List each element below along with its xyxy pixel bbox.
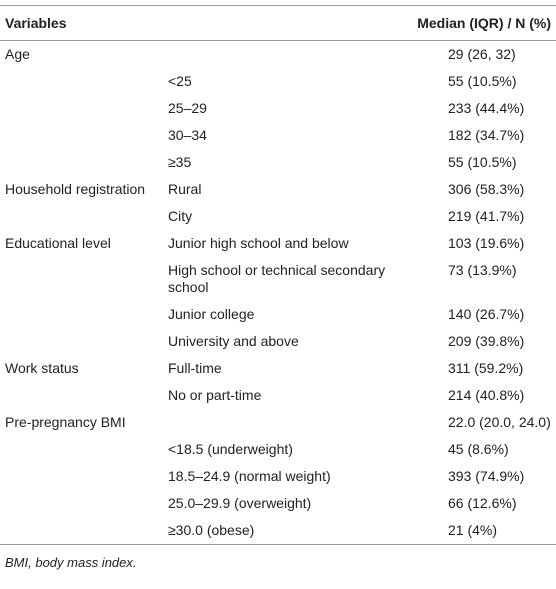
table-row: 18.5–24.9 (normal weight) 393 (74.9%) <box>0 463 556 490</box>
table-cell: High school or technical secondary schoo… <box>168 262 386 295</box>
table-cell: 182 (34.7%) <box>448 127 525 143</box>
table-cell: Junior high school and below <box>168 235 349 251</box>
table-row: University and above 209 (39.8%) <box>0 328 556 355</box>
table-cell: Full-time <box>168 360 222 376</box>
table-cell: University and above <box>168 333 299 349</box>
table-cell: Age <box>5 46 30 62</box>
table-row: 30–34 182 (34.7%) <box>0 122 556 149</box>
footnote: BMI, body mass index. <box>5 555 137 570</box>
table-cell: 306 (58.3%) <box>448 181 525 197</box>
table-cell: 233 (44.4%) <box>448 100 525 116</box>
table-row: High school or technical secondary schoo… <box>0 257 556 301</box>
table-cell <box>163 409 410 436</box>
table-cell: Junior college <box>168 306 255 322</box>
table-cell: <18.5 (underweight) <box>168 441 293 457</box>
table: Variables Median (IQR) / N (%) Age 29 (26… <box>0 5 556 545</box>
table-cell <box>0 328 163 355</box>
table-cell: 140 (26.7%) <box>448 306 525 322</box>
header-row: Variables Median (IQR) / N (%) <box>0 5 556 41</box>
table-cell: 393 (74.9%) <box>448 468 525 484</box>
table-cell: Household registration <box>5 181 146 197</box>
table-cell <box>0 517 163 545</box>
table-cell <box>0 463 163 490</box>
table-cell: Pre-pregnancy BMI <box>5 414 126 430</box>
table-row: ≥35 55 (10.5%) <box>0 149 556 176</box>
table-cell: 209 (39.8%) <box>448 333 525 349</box>
table-row: 25.0–29.9 (overweight) 66 (12.6%) <box>0 490 556 517</box>
table-row: Educational level Junior high school and … <box>0 230 556 257</box>
table-cell <box>0 203 163 230</box>
table-row: <25 55 (10.5%) <box>0 68 556 95</box>
table-cell: 311 (59.2%) <box>448 360 524 376</box>
table-cell: 45 (8.6%) <box>448 441 509 457</box>
table-cell: City <box>168 208 193 224</box>
table-cell: 29 (26, 32) <box>448 46 516 62</box>
table-cell <box>0 301 163 328</box>
table-cell: 55 (10.5%) <box>448 154 517 170</box>
table-cell: 73 (13.9%) <box>448 262 517 278</box>
table-row: City 219 (41.7%) <box>0 203 556 230</box>
table-row: ≥30.0 (obese) 21 (4%) <box>0 517 556 545</box>
table-cell: 214 (40.8%) <box>448 387 525 403</box>
table-row: Age 29 (26, 32) <box>0 41 556 69</box>
table-cell: 25.0–29.9 (overweight) <box>168 495 312 511</box>
table-cell <box>0 95 163 122</box>
table-row: Pre-pregnancy BMI 22.0 (20.0, 24.0) <box>0 409 556 436</box>
table-cell <box>0 490 163 517</box>
table-cell: 25–29 <box>168 100 207 116</box>
table-cell: 66 (12.6%) <box>448 495 517 511</box>
table-cell: 55 (10.5%) <box>448 73 517 89</box>
table-row: Work status Full-time 311 (59.2%) <box>0 355 556 382</box>
table-cell <box>0 122 163 149</box>
table-cell: ≥35 <box>168 154 192 170</box>
table-cell <box>163 41 410 69</box>
header-cell: Variables <box>0 5 163 41</box>
table-row: Junior college 140 (26.7%) <box>0 301 556 328</box>
page: Variables Median (IQR) / N (%) Age 29 (26… <box>0 5 556 589</box>
table-row: 25–29 233 (44.4%) <box>0 95 556 122</box>
table-cell: 21 (4%) <box>410 517 556 545</box>
table-cell: Work status <box>5 360 79 376</box>
table-cell: 103 (19.6%) <box>448 235 525 251</box>
header-cell: Median (IQR) / N (%) <box>163 5 556 41</box>
table-cell <box>0 149 163 176</box>
table-cell <box>0 257 163 301</box>
table-row: <18.5 (underweight) 45 (8.6%) <box>0 436 556 463</box>
table-cell: <25 <box>168 73 192 89</box>
table-cell <box>0 436 163 463</box>
table-cell: ≥30.0 (obese) <box>163 517 410 545</box>
table-cell <box>0 68 163 95</box>
table-cell: No or part-time <box>168 387 262 403</box>
table-cell: 18.5–24.9 (normal weight) <box>168 468 331 484</box>
table-cell: Educational level <box>5 235 111 251</box>
table-cell: 30–34 <box>168 127 207 143</box>
table-cell: Rural <box>168 181 202 197</box>
table-cell: 22.0 (20.0, 24.0) <box>448 414 551 430</box>
table-cell <box>0 382 163 409</box>
table-body: Age 29 (26, 32) <25 55 (10.5%) 25–29 233 (44.… <box>0 41 556 545</box>
table-row: Household registration Rural 306 (58.3%) <box>0 176 556 203</box>
table-row: No or part-time 214 (40.8%) <box>0 382 556 409</box>
table-cell: 219 (41.7%) <box>448 208 525 224</box>
